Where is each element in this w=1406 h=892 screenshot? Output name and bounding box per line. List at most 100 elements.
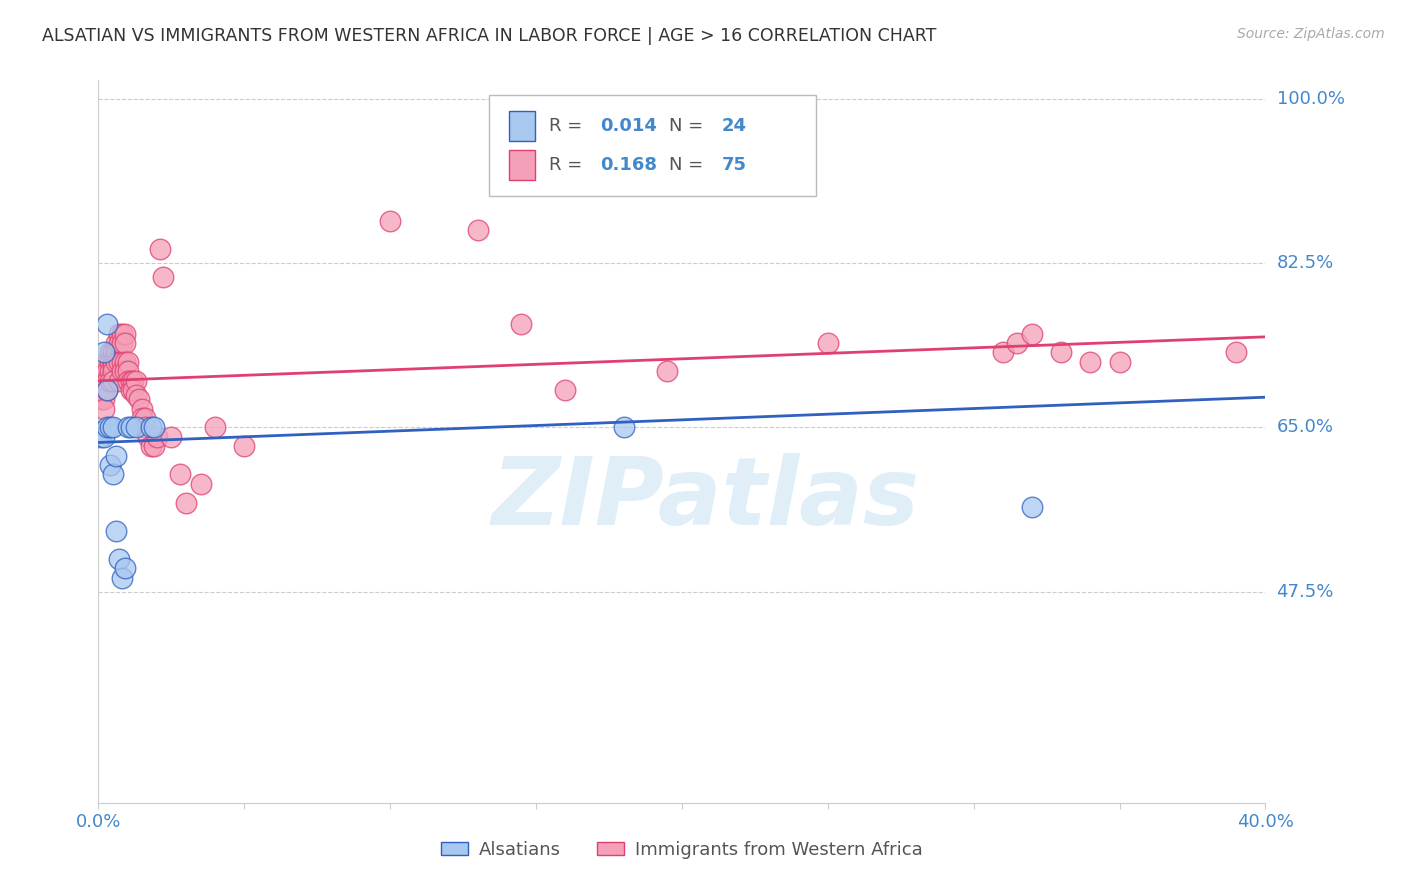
- Point: [111, 571, 134, 585]
- Text: 47.5%: 47.5%: [1277, 582, 1334, 600]
- Text: 75: 75: [721, 156, 747, 174]
- Text: N =: N =: [669, 117, 714, 135]
- Point: [612, 420, 634, 434]
- Point: [108, 336, 131, 351]
- Point: [117, 355, 139, 369]
- Point: [93, 364, 115, 378]
- Point: [1050, 345, 1073, 359]
- Legend: Alsatians, Immigrants from Western Africa: Alsatians, Immigrants from Western Afric…: [434, 834, 929, 866]
- Point: [817, 336, 839, 351]
- Point: [104, 449, 127, 463]
- Point: [90, 383, 112, 397]
- Point: [108, 374, 131, 388]
- Point: [101, 364, 124, 378]
- Point: [120, 374, 142, 388]
- Point: [98, 355, 121, 369]
- Point: [152, 270, 174, 285]
- Point: [104, 336, 127, 351]
- Point: [467, 223, 489, 237]
- Point: [111, 364, 134, 378]
- Point: [96, 355, 118, 369]
- Point: [93, 392, 115, 407]
- Point: [98, 345, 121, 359]
- Point: [122, 374, 145, 388]
- Point: [510, 318, 533, 332]
- Point: [114, 561, 136, 575]
- Point: [111, 326, 134, 341]
- Point: [104, 345, 127, 359]
- Point: [128, 392, 150, 407]
- Point: [131, 401, 153, 416]
- Point: [90, 430, 112, 444]
- Point: [146, 430, 169, 444]
- Point: [93, 430, 115, 444]
- Point: [93, 383, 115, 397]
- Point: [131, 411, 153, 425]
- Text: R =: R =: [548, 156, 593, 174]
- Point: [380, 214, 402, 228]
- Point: [104, 355, 127, 369]
- Point: [96, 420, 118, 434]
- Point: [93, 374, 115, 388]
- Text: N =: N =: [669, 156, 714, 174]
- Point: [122, 383, 145, 397]
- Text: 0.014: 0.014: [600, 117, 657, 135]
- Point: [117, 364, 139, 378]
- Point: [98, 458, 121, 472]
- Point: [111, 355, 134, 369]
- Point: [101, 420, 124, 434]
- Point: [120, 383, 142, 397]
- Point: [1021, 326, 1043, 341]
- Point: [108, 326, 131, 341]
- Point: [98, 420, 121, 434]
- Point: [136, 430, 159, 444]
- Text: 82.5%: 82.5%: [1277, 254, 1334, 272]
- Point: [96, 364, 118, 378]
- Point: [233, 439, 256, 453]
- Point: [101, 374, 124, 388]
- Point: [96, 318, 118, 332]
- Point: [134, 411, 156, 425]
- Point: [104, 524, 127, 538]
- Point: [134, 420, 156, 434]
- Point: [125, 420, 148, 434]
- Point: [93, 401, 115, 416]
- FancyBboxPatch shape: [489, 95, 815, 196]
- Point: [142, 420, 165, 434]
- Point: [991, 345, 1014, 359]
- Text: ZIPatlas: ZIPatlas: [491, 453, 920, 545]
- Point: [149, 242, 172, 256]
- Point: [111, 336, 134, 351]
- Text: 0.168: 0.168: [600, 156, 657, 174]
- Point: [190, 476, 212, 491]
- Point: [1021, 500, 1043, 515]
- Point: [90, 374, 112, 388]
- Point: [169, 467, 191, 482]
- Text: 65.0%: 65.0%: [1277, 418, 1333, 436]
- Point: [554, 383, 576, 397]
- Point: [657, 364, 679, 378]
- Point: [101, 359, 124, 374]
- Point: [1007, 336, 1029, 351]
- Point: [120, 420, 142, 434]
- Point: [117, 420, 139, 434]
- Point: [160, 430, 183, 444]
- Point: [1080, 355, 1102, 369]
- Point: [117, 374, 139, 388]
- Point: [98, 374, 121, 388]
- Text: 24: 24: [721, 117, 747, 135]
- Bar: [509, 150, 534, 180]
- Point: [174, 495, 197, 509]
- Point: [142, 439, 165, 453]
- Point: [114, 364, 136, 378]
- Text: R =: R =: [548, 117, 593, 135]
- Bar: [509, 111, 534, 141]
- Point: [96, 374, 118, 388]
- Point: [108, 355, 131, 369]
- Point: [101, 345, 124, 359]
- Point: [96, 383, 118, 397]
- Point: [108, 551, 131, 566]
- Point: [96, 383, 118, 397]
- Point: [114, 326, 136, 341]
- Point: [125, 374, 148, 388]
